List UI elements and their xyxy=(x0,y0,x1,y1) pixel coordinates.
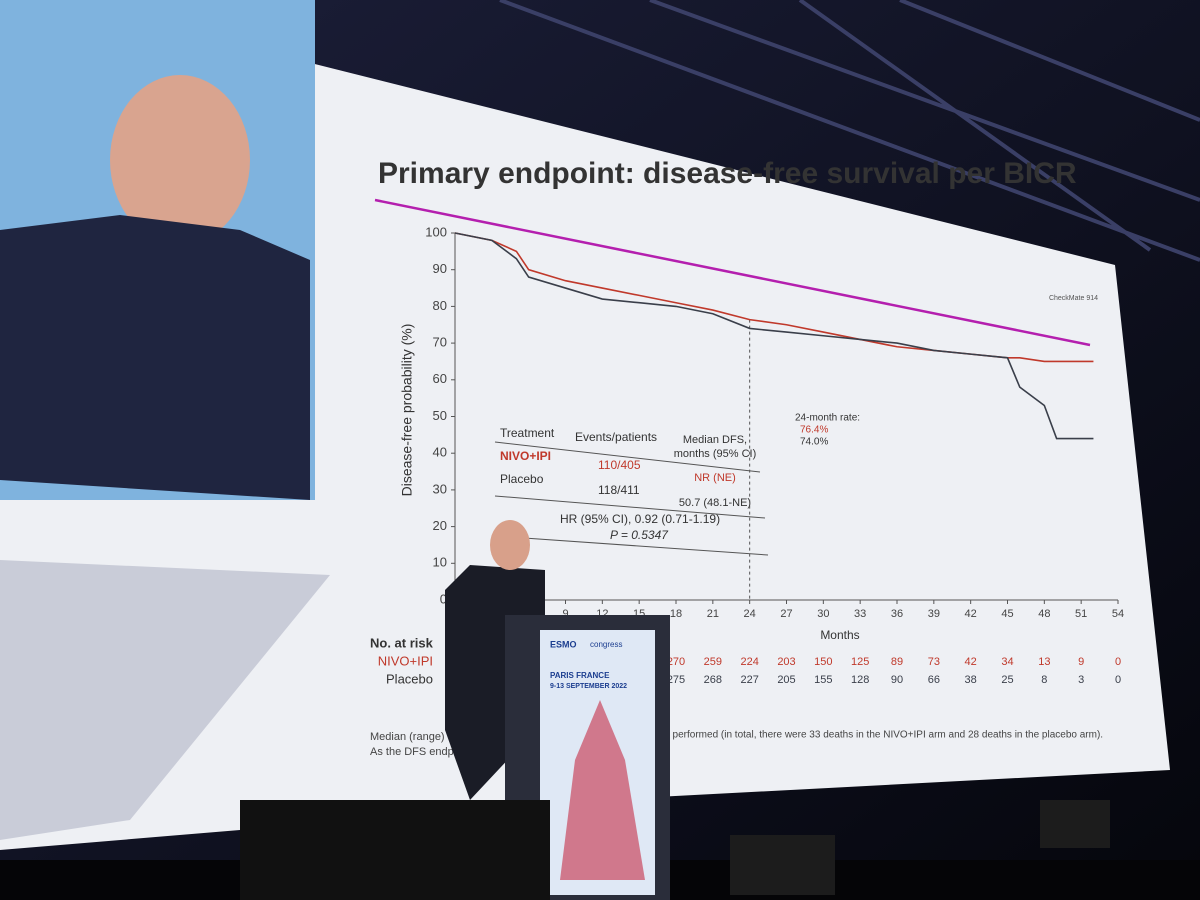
x-tick-label: 33 xyxy=(854,608,866,620)
x-tick-label: 51 xyxy=(1075,608,1087,620)
risk-count: 90 xyxy=(891,674,903,686)
table-p: P = 0.5347 xyxy=(610,528,669,542)
survival-curve xyxy=(454,232,1094,363)
table-header: months (95% CI) xyxy=(674,448,757,460)
risk-count: 34 xyxy=(1001,656,1013,668)
slide-title: Primary endpoint: disease-free survival … xyxy=(378,157,1077,190)
poster-brand: ESMO xyxy=(550,639,577,649)
risk-count: 205 xyxy=(777,674,795,686)
poster-sub: congress xyxy=(590,640,622,649)
risk-count: 155 xyxy=(814,674,832,686)
risk-count: 203 xyxy=(777,656,795,668)
monitor xyxy=(240,800,550,900)
risk-count: 125 xyxy=(851,656,869,668)
x-tick-label: 30 xyxy=(817,608,829,620)
risk-count: 42 xyxy=(965,656,977,668)
table-rule xyxy=(494,441,761,473)
y-tick-label: 50 xyxy=(433,408,447,423)
y-tick-label: 10 xyxy=(433,555,447,570)
y-tick-label: 100 xyxy=(425,224,447,239)
survival-curve xyxy=(454,232,1094,440)
risk-count: 128 xyxy=(851,674,869,686)
y-tick-label: 90 xyxy=(433,261,447,276)
risk-row-name: NIVO+IPI xyxy=(378,653,433,668)
risk-count: 25 xyxy=(1001,674,1013,686)
y-axis-label: Disease-free probability (%) xyxy=(399,324,415,497)
table-rule xyxy=(494,495,766,519)
x-tick-label: 9 xyxy=(562,608,568,620)
speaker-head xyxy=(110,75,250,245)
x-axis-label: Months xyxy=(820,628,859,642)
truss xyxy=(499,0,1200,262)
speaker-box xyxy=(1040,800,1110,848)
table-cell: 50.7 (48.1-NE) xyxy=(679,497,751,509)
study-name: CheckMate 914 xyxy=(1049,295,1098,302)
table-rule xyxy=(494,535,769,556)
y-tick-label: 20 xyxy=(433,518,447,533)
speaker-box xyxy=(730,835,835,895)
risk-count: 0 xyxy=(1115,656,1121,668)
table-cell: 110/405 xyxy=(598,458,641,472)
table-cell: NR (NE) xyxy=(694,472,736,484)
x-tick-label: 36 xyxy=(891,608,903,620)
screen-graphic xyxy=(0,560,330,840)
table-cell: Placebo xyxy=(500,472,544,486)
footnote: was performed (in total, there were 33 d… xyxy=(651,730,1103,741)
y-tick-label: 80 xyxy=(433,298,447,313)
y-tick-label: 60 xyxy=(433,371,447,386)
x-tick-label: 54 xyxy=(1112,608,1124,620)
footnote: Median (range) xyxy=(370,731,445,743)
table-header: Events/patients xyxy=(575,430,657,444)
annotation-title: 24-month rate: xyxy=(795,413,860,424)
title-rule xyxy=(374,198,1091,347)
slide: Primary endpoint: disease-free survival … xyxy=(370,157,1124,758)
risk-row-name: Placebo xyxy=(386,671,433,686)
risk-count: 259 xyxy=(704,656,722,668)
risk-count: 9 xyxy=(1078,656,1084,668)
risk-count: 66 xyxy=(928,674,940,686)
table-cell: 118/411 xyxy=(598,483,640,497)
x-tick-label: 21 xyxy=(707,608,719,620)
risk-count: 227 xyxy=(740,674,758,686)
poster-art xyxy=(560,700,645,880)
speaker-suit xyxy=(0,215,310,500)
y-tick-label: 70 xyxy=(433,335,447,350)
risk-count: 8 xyxy=(1041,674,1047,686)
table-hr: HR (95% CI), 0.92 (0.71-1.19) xyxy=(560,512,720,526)
presenter-head xyxy=(490,520,530,570)
risk-title: No. at risk xyxy=(370,635,434,650)
x-tick-label: 39 xyxy=(928,608,940,620)
x-tick-label: 24 xyxy=(744,608,756,620)
risk-count: 89 xyxy=(891,656,903,668)
y-tick-label: 40 xyxy=(433,445,447,460)
risk-count: 275 xyxy=(667,674,685,686)
x-tick-label: 27 xyxy=(780,608,792,620)
y-tick-label: 30 xyxy=(433,481,447,496)
poster-dates: 9-13 SEPTEMBER 2022 xyxy=(550,683,627,690)
poster-city: PARIS FRANCE xyxy=(550,671,610,680)
table-cell: NIVO+IPI xyxy=(500,449,551,463)
annotation-value: 74.0% xyxy=(800,437,828,448)
risk-count: 3 xyxy=(1078,674,1084,686)
risk-count: 268 xyxy=(704,674,722,686)
risk-count: 13 xyxy=(1038,656,1050,668)
risk-count: 73 xyxy=(928,656,940,668)
risk-count: 224 xyxy=(740,656,758,668)
risk-count: 270 xyxy=(667,656,685,668)
risk-count: 0 xyxy=(1115,674,1121,686)
y-tick-label: 0 xyxy=(440,591,447,606)
risk-count: 38 xyxy=(965,674,977,686)
x-tick-label: 18 xyxy=(670,608,682,620)
footnote: As the DFS endp xyxy=(370,746,454,758)
x-tick-label: 45 xyxy=(1001,608,1013,620)
annotation-value: 76.4% xyxy=(800,425,828,436)
risk-count: 150 xyxy=(814,656,832,668)
table-header: Treatment xyxy=(500,426,555,440)
x-tick-label: 48 xyxy=(1038,608,1050,620)
table-header: Median DFS, xyxy=(683,434,747,446)
x-tick-label: 42 xyxy=(965,608,977,620)
